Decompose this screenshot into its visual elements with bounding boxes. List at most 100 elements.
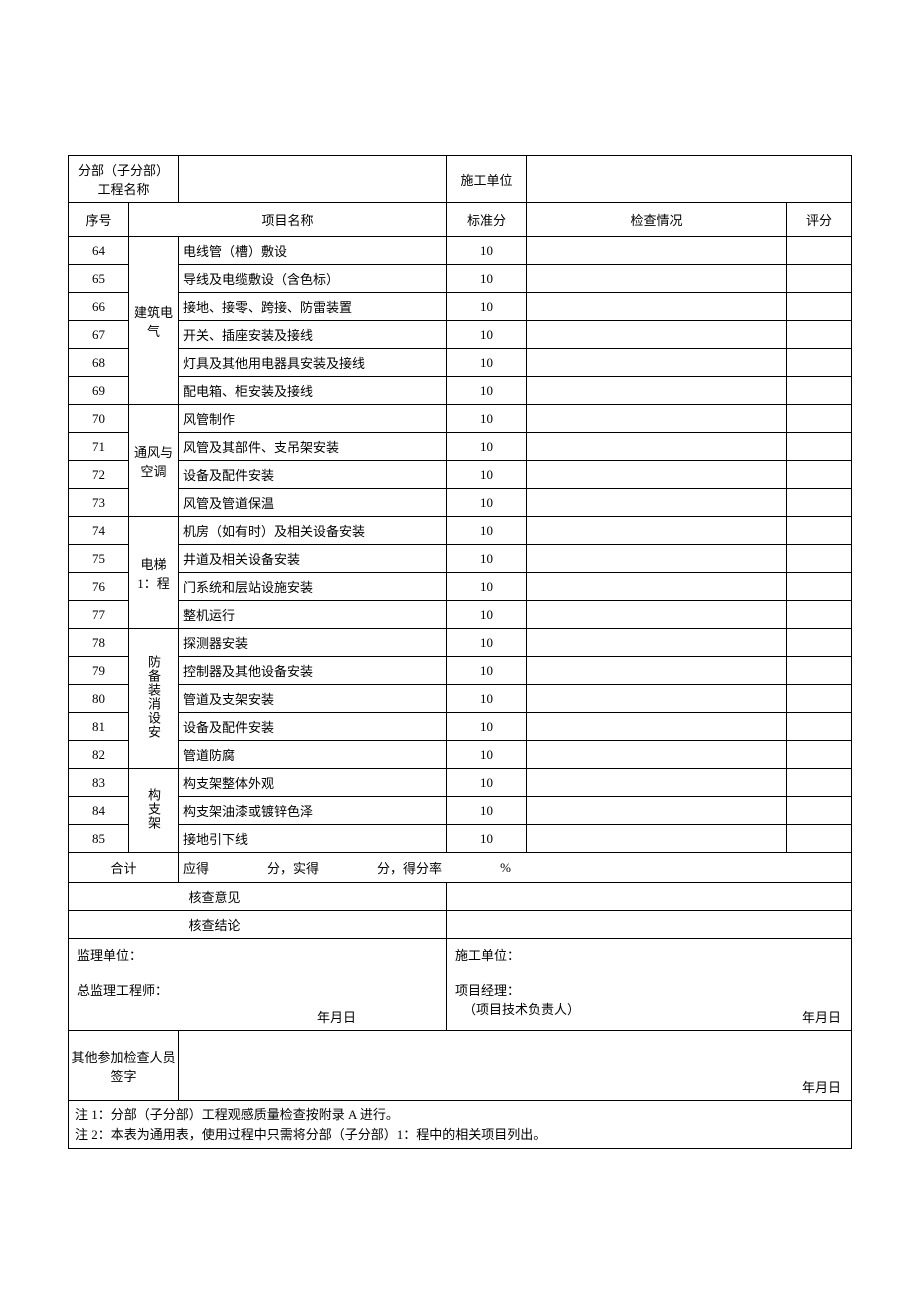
row-score <box>787 713 852 741</box>
totals-rate: 分，得分率 <box>377 858 442 877</box>
row-check <box>527 237 787 265</box>
row-score <box>787 685 852 713</box>
row-seq: 78 <box>69 629 129 657</box>
row-std: 10 <box>447 769 527 797</box>
supervisor-unit-label: 监理单位： <box>77 945 438 964</box>
row-seq: 80 <box>69 685 129 713</box>
note-1: 注 1：分部（子分部）工程观感质量检查按附录 A 进行。 <box>75 1105 845 1125</box>
row-check <box>527 377 787 405</box>
row-seq: 64 <box>69 237 129 265</box>
row-check <box>527 825 787 853</box>
note-2: 注 2：本表为通用表，使用过程中只需将分部（子分部）1：程中的相关项目列出。 <box>75 1125 845 1145</box>
row-check <box>527 405 787 433</box>
section-name-value <box>179 156 447 203</box>
row-item: 电线管（槽）敷设 <box>179 237 447 265</box>
category-label: 通风与空调 <box>129 405 179 517</box>
construction-unit-label: 施工单位 <box>447 156 527 203</box>
totals-text: 应得 分，实得 分，得分率 % <box>179 853 852 883</box>
row-seq: 68 <box>69 349 129 377</box>
chief-supervisor-label: 总监理工程师： <box>77 980 438 999</box>
row-check <box>527 461 787 489</box>
row-score <box>787 405 852 433</box>
row-item: 灯具及其他用电器具安装及接线 <box>179 349 447 377</box>
col-std: 标准分 <box>447 203 527 237</box>
row-std: 10 <box>447 629 527 657</box>
row-score <box>787 489 852 517</box>
row-score <box>787 461 852 489</box>
row-check <box>527 573 787 601</box>
row-std: 10 <box>447 797 527 825</box>
row-score <box>787 601 852 629</box>
others-sign-block: 年月日 <box>179 1031 852 1101</box>
row-std: 10 <box>447 237 527 265</box>
category-label: 电梯 1：程 <box>129 517 179 629</box>
review-conclusion-label: 核查结论 <box>179 911 447 939</box>
row-std: 10 <box>447 489 527 517</box>
row-score <box>787 237 852 265</box>
construction-unit-value <box>527 156 852 203</box>
row-seq: 83 <box>69 769 129 797</box>
row-seq: 66 <box>69 293 129 321</box>
row-item: 门系统和层站设施安装 <box>179 573 447 601</box>
row-check <box>527 713 787 741</box>
row-item: 风管及其部件、支吊架安装 <box>179 433 447 461</box>
supervisor-sign-block: 监理单位： 总监理工程师： 年月日 <box>69 939 447 1031</box>
totals-actual: 分，实得 <box>267 858 319 877</box>
row-score <box>787 741 852 769</box>
others-sign-label: 其他参加检查人员签字 <box>69 1031 179 1101</box>
row-seq: 72 <box>69 461 129 489</box>
row-check <box>527 629 787 657</box>
row-score <box>787 517 852 545</box>
row-seq: 71 <box>69 433 129 461</box>
row-seq: 77 <box>69 601 129 629</box>
row-seq: 69 <box>69 377 129 405</box>
row-seq: 81 <box>69 713 129 741</box>
totals-pct: % <box>500 860 511 876</box>
row-item: 配电箱、柜安装及接线 <box>179 377 447 405</box>
row-seq: 75 <box>69 545 129 573</box>
others-date: 年月日 <box>802 1077 841 1096</box>
row-score <box>787 349 852 377</box>
category-label: 建筑电气 <box>129 237 179 405</box>
row-item: 管道及支架安装 <box>179 685 447 713</box>
row-check <box>527 489 787 517</box>
row-check <box>527 601 787 629</box>
construction-sign-block: 施工单位： 项目经理： （项目技术负责人） 年月日 <box>447 939 852 1031</box>
row-score <box>787 825 852 853</box>
row-item: 设备及配件安装 <box>179 713 447 741</box>
row-check <box>527 685 787 713</box>
row-std: 10 <box>447 433 527 461</box>
row-seq: 82 <box>69 741 129 769</box>
col-check: 检查情况 <box>527 203 787 237</box>
row-score <box>787 657 852 685</box>
review-conclusion-value <box>447 911 852 939</box>
totals-label: 合计 <box>69 853 179 883</box>
row-std: 10 <box>447 349 527 377</box>
row-std: 10 <box>447 377 527 405</box>
row-item: 整机运行 <box>179 601 447 629</box>
row-std: 10 <box>447 293 527 321</box>
notes-cell: 注 1：分部（子分部）工程观感质量检查按附录 A 进行。 注 2：本表为通用表，… <box>69 1101 852 1149</box>
row-check <box>527 517 787 545</box>
row-seq: 79 <box>69 657 129 685</box>
row-check <box>527 433 787 461</box>
construction-unit-label2: 施工单位： <box>455 945 843 964</box>
row-score <box>787 377 852 405</box>
row-std: 10 <box>447 265 527 293</box>
row-check <box>527 321 787 349</box>
row-seq: 65 <box>69 265 129 293</box>
row-std: 10 <box>447 685 527 713</box>
row-item: 设备及配件安装 <box>179 461 447 489</box>
row-item: 风管及管道保温 <box>179 489 447 517</box>
row-seq: 76 <box>69 573 129 601</box>
row-check <box>527 741 787 769</box>
row-item: 控制器及其他设备安装 <box>179 657 447 685</box>
supervisor-date: 年月日 <box>317 1007 356 1026</box>
row-std: 10 <box>447 601 527 629</box>
row-std: 10 <box>447 517 527 545</box>
row-seq: 67 <box>69 321 129 349</box>
row-score <box>787 293 852 321</box>
row-std: 10 <box>447 405 527 433</box>
row-seq: 73 <box>69 489 129 517</box>
row-std: 10 <box>447 713 527 741</box>
